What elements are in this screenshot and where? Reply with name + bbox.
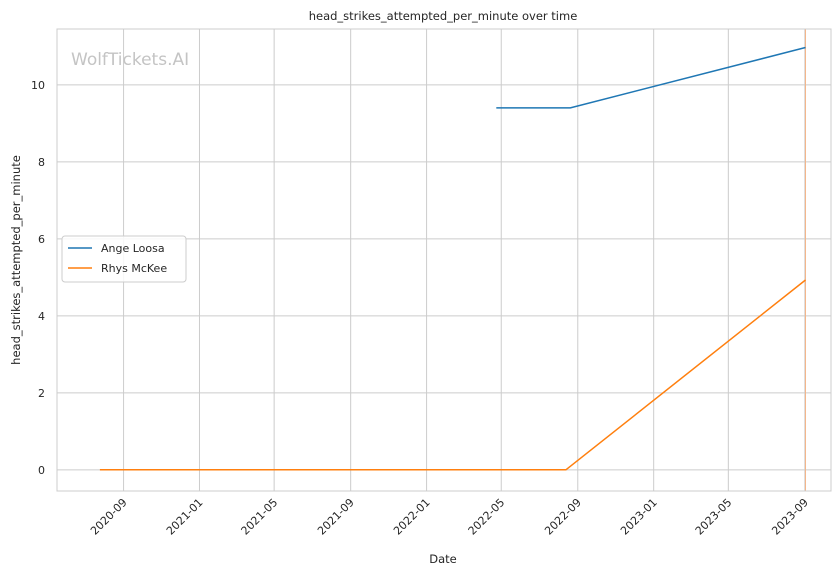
legend-box <box>61 235 187 283</box>
x-axis-label: Date <box>429 552 457 566</box>
plot-frame <box>56 28 832 492</box>
watermark: WolfTickets.AI <box>71 50 189 70</box>
legend-label-rhys-mckee: Rhys McKee <box>101 262 167 275</box>
x-tick-label: 2023-01 <box>618 496 660 538</box>
y-tick-label: 4 <box>38 310 45 323</box>
series-line-ange-loosa <box>496 46 806 109</box>
chart-title: head_strikes_attempted_per_minute over t… <box>309 9 578 23</box>
x-tick-label: 2023-05 <box>693 496 735 538</box>
x-tick-label: 2020-09 <box>88 496 130 538</box>
series-line-rhys-mckee <box>99 279 806 471</box>
y-tick-label: 0 <box>38 464 45 477</box>
y-tick-labels: 0 2 4 6 8 10 <box>31 79 45 477</box>
x-tick-label: 2022-01 <box>391 496 433 538</box>
y-tick-label: 6 <box>38 233 45 246</box>
x-tick-label: 2021-09 <box>315 496 357 538</box>
y-axis-label: head_strikes_attempted_per_minute <box>9 155 23 365</box>
y-tick-label: 10 <box>31 79 45 92</box>
x-tick-label: 2022-09 <box>542 496 584 538</box>
x-tick-label: 2022-05 <box>466 496 508 538</box>
series-layer <box>99 46 806 471</box>
legend-label-ange-loosa: Ange Loosa <box>101 242 165 255</box>
y-tick-label: 2 <box>38 387 45 400</box>
x-tick-labels: 2020-09 2021-01 2021-05 2021-09 2022-01 2022-… <box>88 496 811 538</box>
x-tick-label: 2023-09 <box>769 496 811 538</box>
x-tick-label: 2021-05 <box>239 496 281 538</box>
legend: Ange Loosa Rhys McKee <box>61 235 187 283</box>
y-tick-label: 8 <box>38 156 45 169</box>
x-tick-label: 2021-01 <box>164 496 206 538</box>
